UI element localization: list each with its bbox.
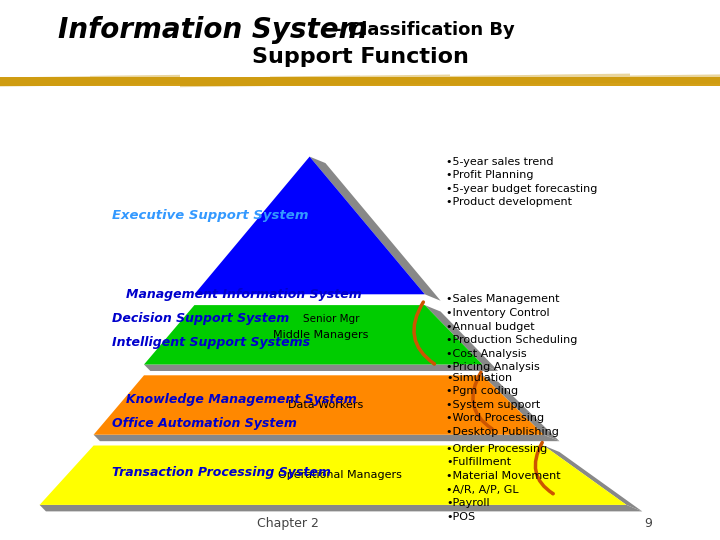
- Text: Executive Support System: Executive Support System: [112, 210, 308, 222]
- Text: Middle Managers: Middle Managers: [273, 330, 368, 340]
- Text: Data Workers: Data Workers: [288, 400, 364, 410]
- Polygon shape: [425, 305, 498, 371]
- Polygon shape: [94, 375, 544, 435]
- Polygon shape: [630, 79, 720, 89]
- Text: Management Information System: Management Information System: [126, 288, 361, 301]
- Polygon shape: [0, 77, 720, 86]
- Text: Office Automation System: Office Automation System: [112, 417, 297, 430]
- Text: Transaction Processing System: Transaction Processing System: [112, 466, 330, 479]
- Text: •5-year sales trend
•Profit Planning
•5-year budget forecasting
•Product develop: •5-year sales trend •Profit Planning •5-…: [446, 157, 598, 207]
- Polygon shape: [194, 157, 425, 294]
- Text: Knowledge Management System: Knowledge Management System: [126, 393, 356, 406]
- Polygon shape: [450, 74, 540, 84]
- Polygon shape: [90, 79, 180, 89]
- Text: - Classification By: - Classification By: [328, 21, 514, 39]
- Polygon shape: [40, 446, 626, 505]
- Text: Intelligent Support Systems: Intelligent Support Systems: [112, 336, 310, 349]
- Polygon shape: [144, 364, 498, 371]
- Polygon shape: [144, 305, 482, 364]
- Text: •Order Processing
•Fulfillment
•Material Movement
•A/R, A/P, GL
•Payroll
•POS: •Order Processing •Fulfillment •Material…: [446, 444, 561, 522]
- Text: 9: 9: [644, 517, 652, 530]
- Text: Senior Mgr: Senior Mgr: [303, 314, 359, 323]
- Polygon shape: [544, 446, 642, 511]
- Polygon shape: [360, 77, 450, 87]
- Polygon shape: [180, 77, 270, 87]
- FancyArrowPatch shape: [473, 372, 492, 429]
- Polygon shape: [40, 505, 642, 511]
- Text: •Sales Management
•Inventory Control
•Annual budget
•Production Scheduling
•Cost: •Sales Management •Inventory Control •An…: [446, 294, 577, 372]
- Polygon shape: [0, 76, 90, 86]
- Polygon shape: [270, 73, 360, 84]
- Polygon shape: [94, 435, 559, 441]
- Polygon shape: [310, 157, 441, 301]
- Text: Chapter 2: Chapter 2: [257, 517, 319, 530]
- Text: •Simulation
•Pgm coding
•System support
•Word Processing
•Desktop Publishing: •Simulation •Pgm coding •System support …: [446, 373, 559, 437]
- FancyArrowPatch shape: [414, 302, 434, 364]
- Text: Operational Managers: Operational Managers: [278, 470, 402, 480]
- Text: Support Function: Support Function: [251, 46, 469, 67]
- Polygon shape: [482, 375, 559, 441]
- FancyArrowPatch shape: [536, 442, 553, 494]
- Polygon shape: [540, 77, 630, 87]
- Text: Decision Support System: Decision Support System: [112, 312, 289, 325]
- Text: Information System: Information System: [58, 16, 367, 44]
